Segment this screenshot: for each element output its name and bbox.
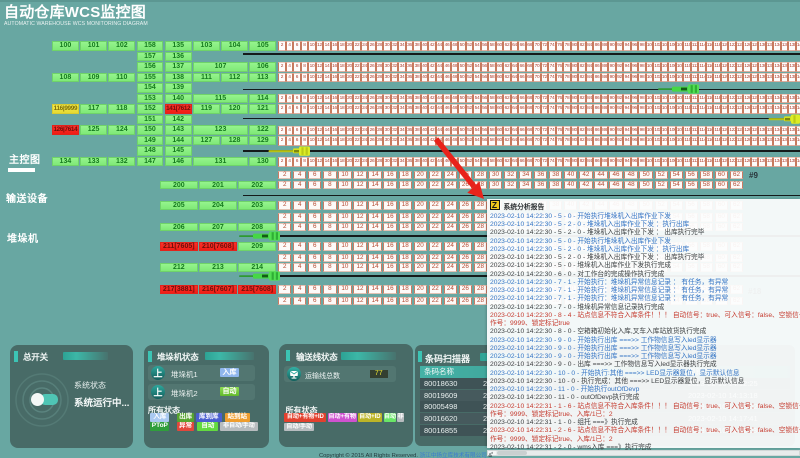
svg-text:上: 上 xyxy=(153,387,162,398)
svg-text:上: 上 xyxy=(153,367,162,378)
